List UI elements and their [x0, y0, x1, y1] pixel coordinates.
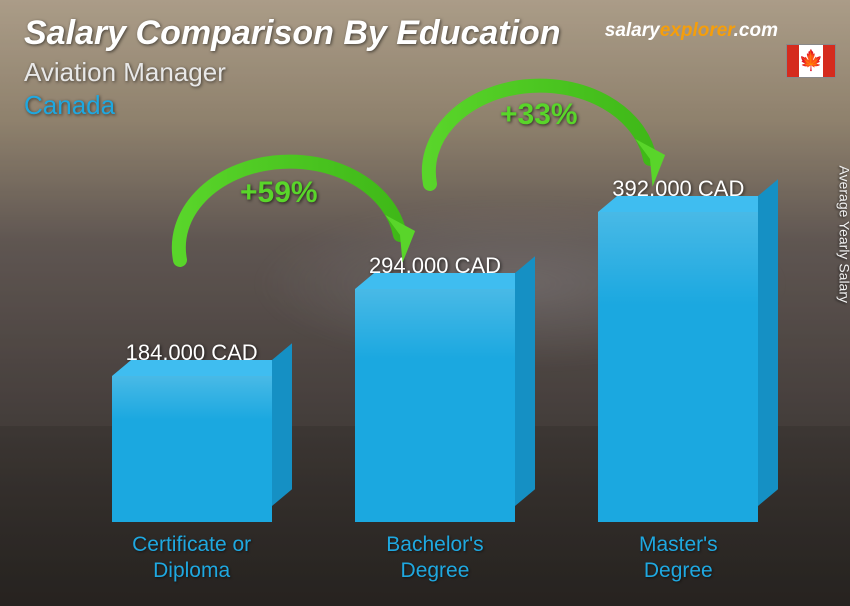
flag-maple-leaf-icon: 🍁	[799, 45, 824, 77]
growth-percent-1: +33%	[500, 98, 578, 132]
bar-top-face-1	[355, 273, 534, 289]
bar-group-0: 184,000 CADCertificate orDiploma	[92, 340, 292, 585]
y-axis-label: Average Yearly Salary	[836, 166, 850, 304]
watermark-part2: explorer	[660, 20, 734, 41]
bar-side-face-2	[758, 179, 778, 506]
bar-3d-2	[598, 212, 758, 522]
bar-label-1: Bachelor'sDegree	[386, 532, 483, 585]
job-title: Aviation Manager	[24, 57, 561, 88]
flag-canada: 🍁	[786, 44, 836, 78]
bar-front-face-2	[598, 212, 758, 522]
flag-stripe-right	[823, 45, 835, 77]
bar-side-face-1	[515, 256, 535, 506]
bar-3d-1	[355, 289, 515, 522]
bar-front-face-0	[112, 376, 272, 522]
watermark-part3: .com	[734, 20, 778, 41]
bar-top-face-0	[112, 360, 291, 376]
bar-group-2: 392,000 CADMaster'sDegree	[578, 176, 778, 585]
country-label: Canada	[24, 90, 561, 121]
flag-stripe-left	[787, 45, 799, 77]
bar-3d-0	[112, 376, 272, 522]
page-title: Salary Comparison By Education	[24, 14, 561, 53]
header-block: Salary Comparison By Education Aviation …	[24, 14, 561, 121]
bar-side-face-0	[272, 343, 292, 506]
watermark-part1: salary	[605, 20, 660, 41]
watermark: salaryexplorer.com	[605, 20, 778, 42]
bar-label-0: Certificate orDiploma	[132, 532, 251, 585]
bar-label-2: Master'sDegree	[639, 532, 718, 585]
growth-percent-0: +59%	[240, 176, 318, 210]
bar-chart: 184,000 CADCertificate orDiploma294,000 …	[70, 150, 800, 584]
bar-group-1: 294,000 CADBachelor'sDegree	[335, 253, 535, 585]
bar-top-face-2	[598, 196, 777, 212]
bar-front-face-1	[355, 289, 515, 522]
